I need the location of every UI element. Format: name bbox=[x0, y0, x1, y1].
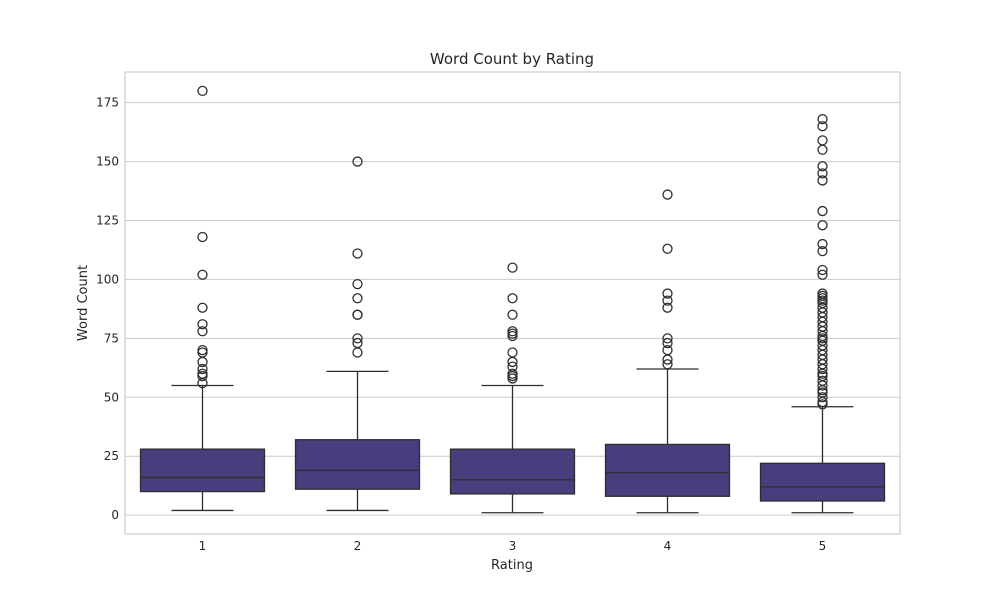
outlier-point bbox=[352, 333, 363, 344]
outlier-point bbox=[352, 293, 363, 304]
x-tick-label: 1 bbox=[199, 539, 207, 553]
y-tick-label: 125 bbox=[96, 214, 119, 228]
outlier-point bbox=[662, 337, 673, 349]
outlier-point bbox=[197, 319, 208, 330]
y-axis-ticks: 0 25 50 75 100 125 150 175 bbox=[96, 96, 119, 523]
outlier-point bbox=[352, 337, 363, 349]
box-group-rating-3 bbox=[449, 262, 576, 514]
outlier-point bbox=[507, 368, 518, 379]
iqr-box bbox=[759, 462, 886, 502]
outlier-point bbox=[817, 205, 828, 217]
y-tick-label: 50 bbox=[104, 390, 119, 404]
outlier-point bbox=[352, 156, 363, 167]
outlier-point bbox=[817, 175, 828, 186]
x-tick-label: 4 bbox=[664, 539, 672, 553]
outlier-point bbox=[507, 347, 518, 358]
outlier-point bbox=[817, 269, 828, 280]
outlier-point bbox=[197, 363, 208, 375]
outlier-point bbox=[507, 309, 518, 320]
box-group-rating-4 bbox=[604, 189, 731, 514]
outlier-point bbox=[662, 302, 673, 313]
y-tick-label: 0 bbox=[111, 508, 119, 522]
box-series bbox=[139, 85, 886, 514]
box-group-rating-2 bbox=[294, 156, 421, 512]
outlier-point bbox=[352, 278, 363, 290]
outlier-point bbox=[662, 333, 673, 344]
outlier-point bbox=[662, 359, 673, 370]
outlier-point bbox=[662, 243, 673, 254]
y-tick-label: 75 bbox=[104, 331, 119, 345]
outlier-point bbox=[197, 269, 208, 280]
iqr-box bbox=[294, 439, 421, 490]
x-axis-label: Rating bbox=[491, 558, 533, 573]
outlier-point bbox=[817, 121, 828, 132]
x-tick-label: 2 bbox=[354, 539, 362, 553]
box-group-rating-1 bbox=[139, 85, 266, 512]
outlier-point bbox=[817, 144, 828, 155]
outlier-point bbox=[662, 344, 673, 356]
outlier-point bbox=[507, 293, 518, 304]
x-axis-ticks: 1 2 3 4 5 bbox=[199, 539, 827, 553]
x-tick-label: 3 bbox=[509, 539, 517, 553]
y-tick-label: 150 bbox=[96, 155, 119, 169]
box-group-rating-5 bbox=[759, 113, 886, 514]
outlier-point bbox=[352, 347, 363, 358]
iqr-box bbox=[139, 448, 266, 493]
y-tick-label: 175 bbox=[96, 96, 119, 110]
outlier-point bbox=[197, 368, 208, 379]
outlier-point bbox=[817, 168, 828, 179]
outlier-point bbox=[197, 85, 208, 97]
iqr-box bbox=[449, 448, 576, 495]
outlier-point bbox=[817, 264, 828, 276]
outlier-point bbox=[817, 392, 828, 403]
outlier-point bbox=[662, 288, 673, 299]
outlier-point bbox=[662, 189, 673, 200]
chart-title: Word Count by Rating bbox=[430, 50, 594, 68]
outlier-point bbox=[507, 361, 518, 372]
y-axis-label: Word Count bbox=[76, 265, 91, 341]
outlier-point bbox=[817, 113, 828, 125]
outlier-point bbox=[507, 262, 518, 273]
outlier-point bbox=[662, 295, 673, 306]
outlier-point bbox=[352, 248, 363, 259]
outlier-point bbox=[197, 326, 208, 337]
plot-frame bbox=[124, 71, 901, 535]
outlier-point bbox=[197, 344, 208, 356]
y-tick-label: 25 bbox=[104, 449, 119, 463]
outlier-point bbox=[817, 161, 828, 172]
outlier-point bbox=[817, 238, 828, 250]
iqr-box bbox=[604, 443, 731, 497]
outlier-point bbox=[507, 326, 518, 337]
outlier-point bbox=[817, 220, 828, 231]
outlier-point bbox=[817, 245, 828, 257]
outlier-point bbox=[817, 375, 828, 386]
outlier-point bbox=[197, 231, 208, 243]
outlier-point bbox=[352, 309, 363, 320]
x-tick-label: 5 bbox=[819, 539, 827, 553]
outlier-point bbox=[817, 135, 828, 146]
outlier-point bbox=[197, 302, 208, 313]
y-tick-label: 100 bbox=[96, 272, 119, 286]
outlier-point bbox=[817, 288, 828, 299]
